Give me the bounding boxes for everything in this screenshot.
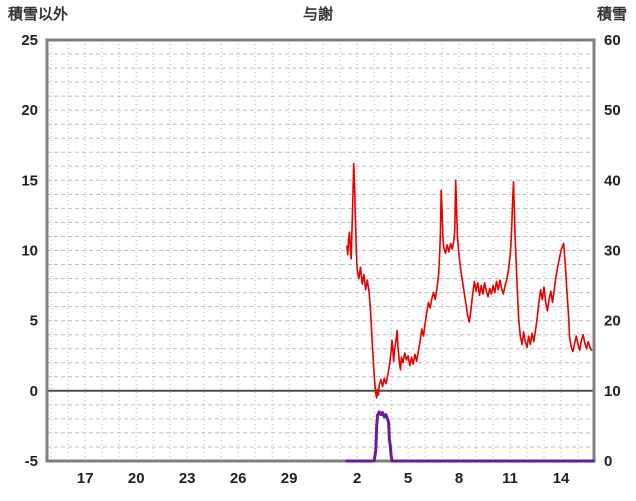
x-tick-label: 26 [230,470,247,487]
y-right-tick-label: 20 [604,313,621,330]
temperature-series-line [346,162,593,399]
plot-frame [45,38,596,463]
x-tick-label: 8 [455,470,463,487]
y-right-tick-label: 0 [604,453,612,470]
x-tick-label: 14 [553,470,570,487]
y-right-tick-label: 40 [604,172,621,189]
y-right-tick-label: 30 [604,243,621,260]
y-left-tick-label: 25 [21,32,38,49]
x-tick-label: 20 [128,470,145,487]
y-left-tick-label: 0 [30,383,38,400]
x-tick-label: 23 [179,470,196,487]
x-tick-label: 29 [281,470,298,487]
x-tick-label: 17 [77,470,94,487]
y-right-tick-label: 60 [604,32,621,49]
y-left-tick-label: 15 [21,172,38,189]
x-tick-label: 2 [353,470,361,487]
y-right-tick-label: 50 [604,102,621,119]
right-axis-title: 積雪 [596,6,627,23]
left-axis-title: 積雪以外 [8,6,69,23]
y-left-tick-label: 20 [21,102,38,119]
y-left-tick-label: 10 [21,243,38,260]
y-left-tick-label: 5 [30,313,38,330]
x-tick-label: 11 [502,470,518,487]
y-right-tick-label: 10 [604,383,621,400]
snow-depth-series-line [345,410,595,463]
x-tick-label: 5 [404,470,412,487]
y-left-tick-label: -5 [25,453,38,470]
